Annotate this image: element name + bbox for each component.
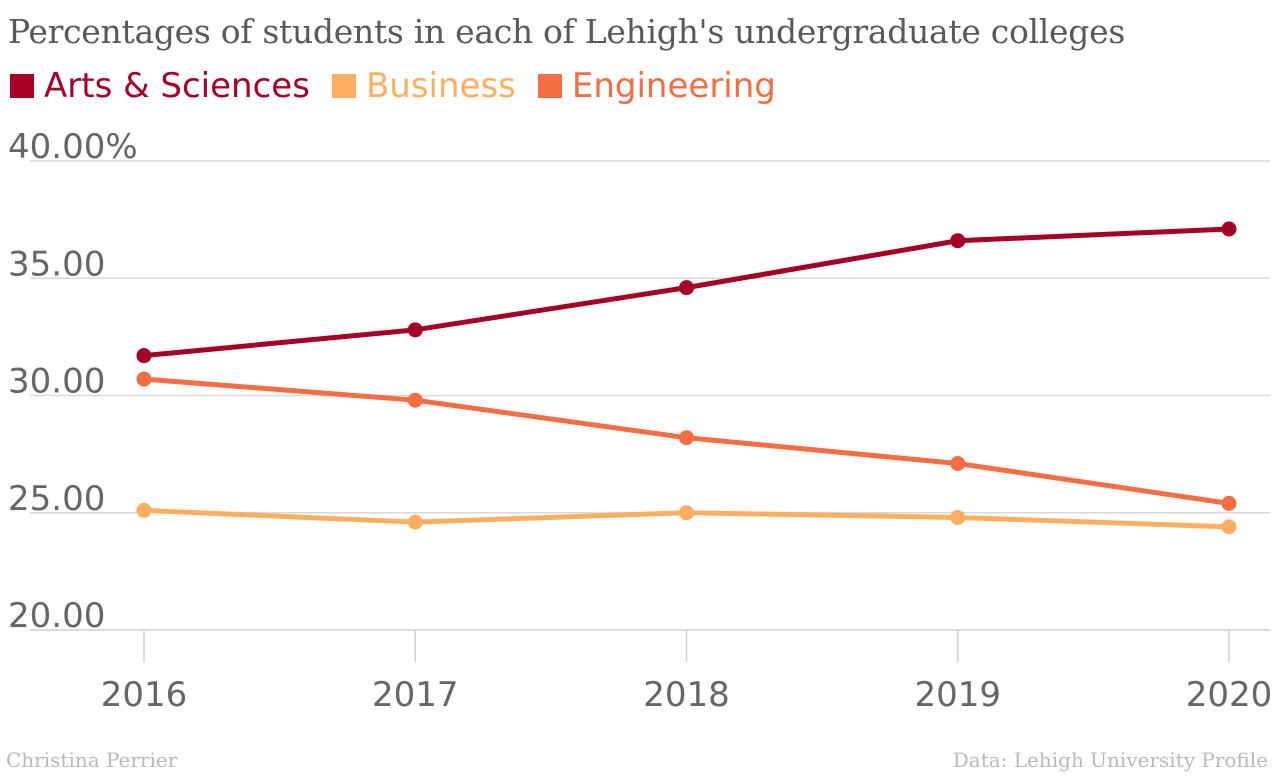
legend-swatch-business (331, 74, 356, 98)
legend-item-engineering: Engineering (537, 66, 776, 106)
data-point-arts-sciences-2018 (679, 280, 694, 296)
y-tick-label-0: 40.00% (8, 127, 138, 167)
y-tick-label-2: 30.00 (8, 362, 105, 402)
data-point-business-2016 (136, 502, 152, 518)
data-point-arts-sciences-2019 (950, 233, 966, 249)
legend-label-business: Business (365, 66, 516, 106)
y-tick-label-4: 20.00 (8, 596, 105, 636)
data-point-business-2018 (679, 505, 694, 521)
x-tick-label-1: 2017 (372, 675, 459, 715)
data-point-engineering-2017 (407, 392, 423, 408)
data-point-business-2017 (407, 514, 423, 530)
x-tick-label-0: 2016 (101, 675, 188, 715)
data-point-arts-sciences-2016 (136, 348, 152, 364)
data-point-business-2020 (1221, 519, 1237, 535)
data-point-engineering-2019 (950, 456, 966, 472)
footer-source: Data: Lehigh University Profile (952, 748, 1268, 772)
x-tick-label-4: 2020 (1186, 675, 1273, 715)
chart-title: Percentages of students in each of Lehig… (8, 12, 1125, 51)
data-point-business-2019 (950, 509, 966, 525)
data-point-engineering-2020 (1221, 495, 1237, 511)
legend-label-engineering: Engineering (571, 66, 776, 106)
data-point-engineering-2016 (136, 371, 152, 387)
legend-swatch-arts-sciences (10, 74, 34, 98)
x-tick-label-3: 2019 (914, 675, 1001, 715)
y-tick-label-1: 35.00 (8, 244, 105, 284)
data-point-arts-sciences-2020 (1221, 221, 1237, 237)
data-point-arts-sciences-2017 (407, 322, 423, 338)
footer-author: Christina Perrier (6, 748, 178, 772)
legend-item-business: Business (331, 66, 516, 106)
legend: Arts & Sciences Business Engineering (10, 66, 776, 106)
y-tick-label-3: 25.00 (8, 479, 105, 519)
legend-item-arts-sciences: Arts & Sciences (10, 66, 310, 106)
x-tick-label-2: 2018 (643, 675, 730, 715)
legend-swatch-engineering (537, 74, 562, 98)
legend-label-arts-sciences: Arts & Sciences (44, 66, 310, 106)
data-point-engineering-2018 (679, 430, 694, 446)
